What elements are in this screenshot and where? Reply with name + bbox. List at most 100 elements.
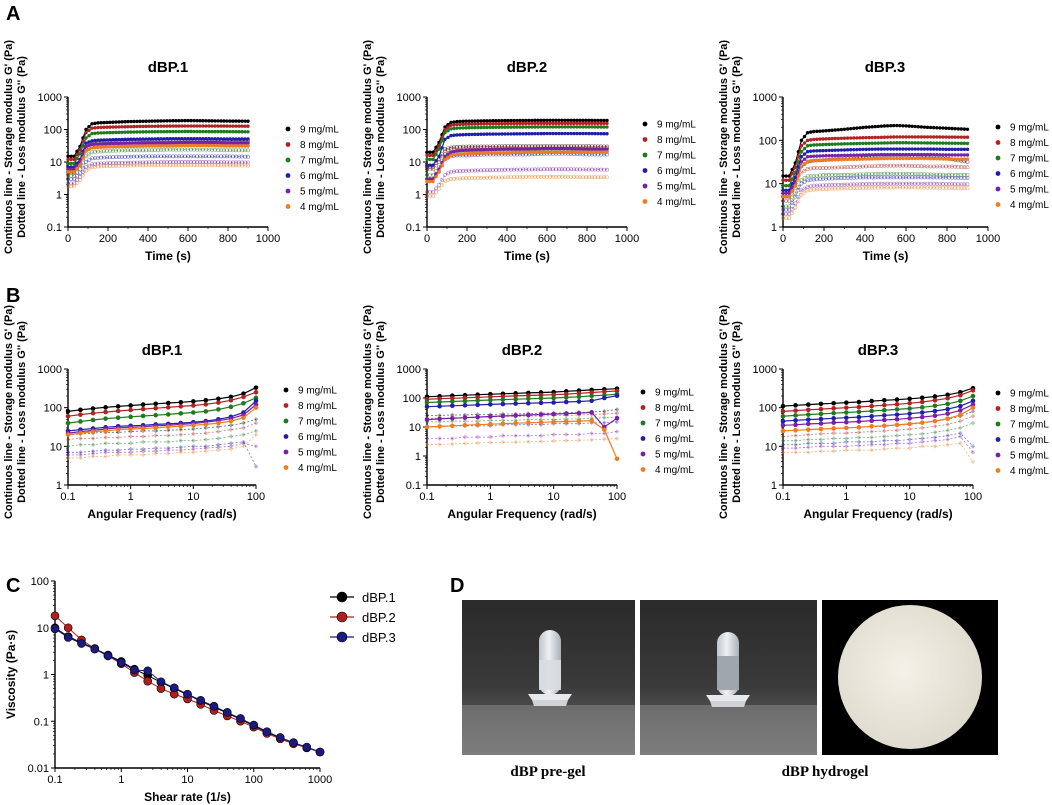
storage-point [171,144,175,148]
storage-point [509,125,513,129]
x-tick-label: 100 [247,491,265,503]
storage-point [888,156,893,161]
storage-point [812,129,816,134]
storage-point [527,150,531,154]
storage-point [497,121,501,126]
storage-point [524,147,528,151]
storage-point [572,125,576,129]
storage-point [950,153,954,157]
storage-point [870,157,874,161]
x-tick-label: 1000 [976,233,1000,245]
storage-point [818,137,822,141]
storage-point [222,124,226,128]
loss-point [869,442,874,448]
storage-point [102,125,106,130]
storage-point [450,423,455,429]
loss-point [246,148,250,153]
storage-point [524,121,528,126]
data-point-dBP.3 [302,742,312,752]
storage-point [189,124,193,128]
storage-point [191,399,196,404]
storage-point [931,141,936,145]
storage-point [867,135,871,140]
storage-line-4 [426,411,618,428]
storage-point [515,121,519,126]
storage-point [590,125,594,129]
storage-point [781,191,785,195]
storage-point [178,399,184,405]
storage-point [970,388,976,393]
storage-point [66,170,70,174]
storage-point [913,147,917,151]
storage-point [533,118,537,123]
storage-point [204,129,208,134]
y-tick-label: 1 [415,451,421,463]
storage-point [186,143,190,148]
legend-label: 5 mg/mL [300,187,339,198]
storage-point [128,403,133,408]
storage-point [590,131,594,136]
storage-point [575,147,579,151]
storage-point [479,119,483,123]
legend-label: 4 mg/mL [1010,466,1049,477]
y-tick-label: 1 [771,480,777,492]
loss-point [802,186,807,191]
loss-point [793,442,798,448]
loss-point [178,438,184,443]
x-tick-label: 100 [245,774,263,786]
loss-point [790,210,795,215]
loss-point [796,188,801,193]
storage-point [560,131,564,136]
storage-point [177,118,181,123]
storage-point [132,144,136,149]
loss-line-5 [783,186,968,219]
storage-point [793,408,798,413]
loss-point [965,186,970,191]
storage-point [596,131,600,136]
loss-point [65,444,71,449]
storage-point [135,130,139,134]
storage-point [557,150,561,154]
legend-marker [995,406,1001,411]
legend-marker [283,465,289,470]
storage-point [458,133,462,137]
loss-point [780,442,786,448]
storage-point [599,125,603,129]
storage-point [189,140,193,145]
storage-point [581,121,585,126]
storage-point [563,411,569,416]
storage-point [462,398,468,404]
storage-point [614,388,620,394]
loss-line-5 [427,176,607,197]
storage-point [81,156,85,160]
loss-point [103,447,108,453]
storage-point [518,121,522,126]
legend-marker [336,591,348,603]
loss-point [844,439,849,445]
storage-point [806,407,811,413]
storage-point [536,118,540,123]
storage-point [93,138,97,143]
loss-point [780,445,786,451]
storage-point [144,130,148,134]
storage-point [138,141,142,145]
x-tick-label: 0.1 [47,774,62,786]
loss-point [81,173,85,178]
storage-point [781,178,785,182]
storage-point [189,129,193,134]
storage-point [117,125,121,129]
data-point-dBP.2 [50,611,60,621]
storage-point [225,144,229,148]
storage-point [892,135,896,139]
storage-point [243,141,247,145]
storage-point [845,148,850,152]
storage-point [572,131,576,136]
storage-point [815,158,819,163]
storage-point [461,126,465,130]
loss-point [90,451,96,456]
storage-point [75,152,79,157]
storage-point [864,135,868,140]
loss-point [856,443,862,448]
storage-point [449,153,453,158]
